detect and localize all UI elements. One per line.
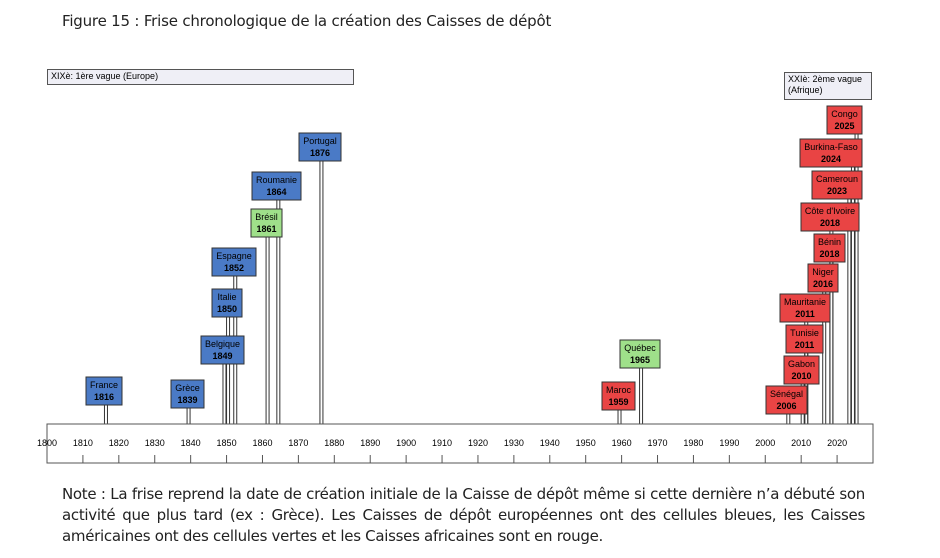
event-year: 2010 — [791, 371, 811, 381]
event-name: Maroc — [606, 385, 632, 395]
event-year: 1864 — [266, 187, 286, 197]
event-box — [251, 171, 302, 201]
event-box — [250, 208, 283, 238]
axis-tick-label: 1890 — [360, 438, 380, 448]
event-name: Gabon — [788, 359, 815, 369]
axis-tick-label: 1950 — [576, 438, 596, 448]
event-name: Mauritanie — [784, 297, 826, 307]
axis-tick-label: 1900 — [396, 438, 416, 448]
event-year: 2018 — [819, 249, 839, 259]
first-wave-label: XIXè: 1ère vague (Europe) — [47, 69, 354, 85]
axis-tick-label: 1910 — [432, 438, 452, 448]
event-box — [85, 376, 123, 406]
axis-tick-label: 1870 — [288, 438, 308, 448]
event-name: Espagne — [216, 251, 252, 261]
axis-tick-label: 2010 — [791, 438, 811, 448]
axis-tick-label: 1860 — [252, 438, 272, 448]
axis-tick-label: 1920 — [468, 438, 488, 448]
event-year: 2018 — [820, 218, 840, 228]
event-year: 1852 — [224, 263, 244, 273]
event-year: 1959 — [608, 397, 628, 407]
event-box — [619, 339, 661, 369]
event-name: Burkina-Faso — [804, 142, 858, 152]
timeline-chart: 1800 1810 1820 1830 1840 1850 1860 1870 1880 1890… — [37, 105, 874, 464]
axis-tick-label: 1990 — [719, 438, 739, 448]
event-box — [785, 324, 824, 354]
event-year: 2006 — [776, 401, 796, 411]
event-year: 2011 — [795, 340, 815, 350]
axis-tick-label: 2000 — [755, 438, 775, 448]
event-box — [601, 381, 636, 411]
event-name: Bénin — [818, 237, 841, 247]
axis-tick-label: 1850 — [217, 438, 237, 448]
axis-tick-label: 1820 — [109, 438, 129, 448]
event-box — [826, 105, 863, 135]
event-box — [211, 247, 257, 277]
event-year: 2025 — [834, 121, 854, 131]
event-name: Niger — [812, 267, 834, 277]
event-year: 2023 — [827, 186, 847, 196]
event-name: Côte d'Ivoire — [805, 206, 855, 216]
event-year: 1861 — [256, 224, 276, 234]
event-box — [170, 379, 205, 409]
event-box — [765, 385, 808, 415]
axis-tick-label: 2020 — [827, 438, 847, 448]
axis-tick-label: 1810 — [73, 438, 93, 448]
axis-tick-label: 1940 — [540, 438, 560, 448]
event-box — [800, 202, 860, 232]
axis-tick-label: 1960 — [612, 438, 632, 448]
event-box — [807, 263, 839, 293]
axis-tick-label: 1800 — [37, 438, 57, 448]
event-name: Cameroun — [816, 174, 858, 184]
event-year: 2011 — [795, 309, 815, 319]
event-name: Roumanie — [256, 175, 297, 185]
event-name: Belgique — [205, 339, 240, 349]
axis-tick-label: 1930 — [504, 438, 524, 448]
event-box — [811, 170, 863, 200]
event-name: Sénégal — [770, 389, 803, 399]
axis-tick-label: 1840 — [181, 438, 201, 448]
event-box — [799, 138, 863, 168]
event-name: Italie — [217, 292, 236, 302]
figure-note: Note : La frise reprend la date de créat… — [62, 485, 865, 545]
event-box — [779, 293, 831, 323]
event-box — [813, 233, 846, 263]
event-box — [783, 355, 820, 385]
event-box — [200, 335, 245, 365]
axis-tick-label: 1880 — [324, 438, 344, 448]
event-name: Portugal — [303, 136, 337, 146]
event-name: Congo — [831, 109, 858, 119]
figure-title: Figure 15 : Frise chronologique de la cr… — [62, 12, 552, 30]
event-year: 1876 — [310, 148, 330, 158]
event-name: France — [90, 380, 118, 390]
axis-tick-label: 1970 — [648, 438, 668, 448]
second-wave-label: XXIè: 2ème vague (Afrique) — [784, 72, 872, 100]
event-box — [298, 132, 342, 162]
event-year: 1839 — [177, 395, 197, 405]
event-year: 2016 — [813, 279, 833, 289]
event-name: Brésil — [255, 212, 278, 222]
event-box — [211, 288, 243, 318]
event-year: 1849 — [212, 351, 232, 361]
event-name: Grèce — [175, 383, 200, 393]
timeline-axis-box — [46, 423, 874, 464]
event-name: Tunisie — [790, 328, 819, 338]
axis-tick-label: 1830 — [145, 438, 165, 448]
event-year: 1965 — [630, 355, 650, 365]
event-name: Québec — [624, 343, 656, 353]
event-year: 1816 — [94, 392, 114, 402]
event-year: 2024 — [821, 154, 841, 164]
event-year: 1850 — [217, 304, 237, 314]
axis-tick-label: 1980 — [683, 438, 703, 448]
